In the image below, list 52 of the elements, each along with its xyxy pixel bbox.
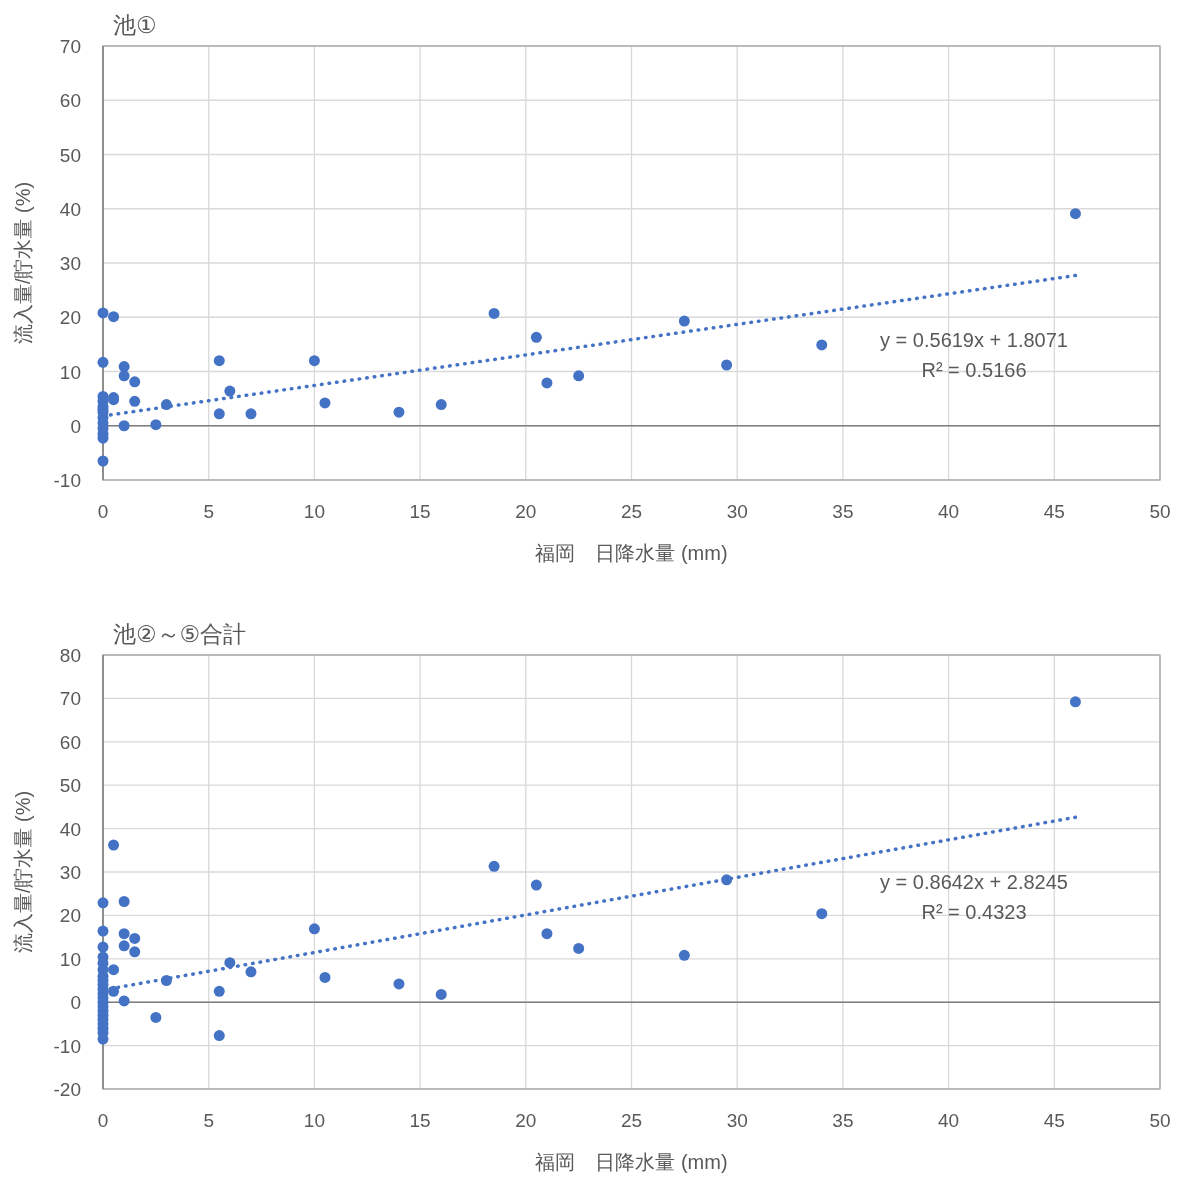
x-tick-label: 10: [303, 501, 325, 522]
x-tick-label: 25: [620, 1110, 643, 1131]
y-tick-label: 20: [59, 905, 81, 927]
annotation: R² = 0.4323: [921, 901, 1027, 923]
x-tick-label: 40: [938, 501, 960, 522]
x-tick-label: 15: [409, 501, 431, 522]
x-tick-label: 30: [726, 1110, 748, 1131]
y-tick-label: 20: [59, 307, 81, 329]
x-tick-label: 25: [620, 501, 643, 522]
x-tick-label: 10: [303, 1110, 325, 1131]
y-tick-label: 30: [59, 253, 81, 274]
x-tick-label: 20: [515, 1110, 537, 1131]
x-tick-label: 40: [938, 1110, 960, 1131]
chart-title: 池①: [113, 12, 157, 38]
x-tick-label: 0: [97, 501, 109, 522]
annotation: R² = 0.5166: [921, 359, 1027, 381]
y-tick-label: 10: [59, 948, 81, 970]
x-tick-label: 50: [1149, 501, 1171, 522]
x-tick-label: 15: [409, 1110, 431, 1131]
y-tick-label: 30: [59, 862, 81, 883]
x-tick-label: 45: [1043, 501, 1065, 522]
y-tick-label: 70: [59, 36, 81, 57]
x-tick-label: 35: [832, 501, 854, 522]
x-tick-label: 5: [203, 501, 214, 522]
y-axis-title: 流入量/貯水量 (%): [12, 181, 34, 345]
y-tick-label: -10: [53, 470, 81, 491]
y-tick-label: -20: [53, 1079, 81, 1100]
y-tick-label: 40: [59, 818, 81, 840]
x-tick-label: 50: [1149, 1110, 1171, 1131]
y-tick-label: 0: [70, 415, 81, 437]
y-tick-label: 10: [59, 361, 81, 383]
y-tick-label: 80: [59, 645, 81, 666]
y-tick-label: 40: [59, 198, 81, 220]
y-tick-label: -10: [53, 1035, 81, 1057]
x-tick-label: 45: [1043, 1110, 1065, 1131]
annotation: y = 0.5619x + 1.8071: [880, 329, 1068, 351]
x-axis-title: 福岡 日降水量 (mm): [535, 1151, 728, 1173]
y-tick-label: 50: [59, 144, 81, 166]
chart-title: 池②～⑤合計: [113, 621, 247, 647]
x-tick-label: 20: [515, 501, 537, 522]
x-tick-label: 5: [203, 1110, 214, 1131]
x-tick-label: 30: [726, 501, 748, 522]
y-tick-label: 50: [59, 775, 81, 797]
y-tick-label: 70: [59, 688, 81, 710]
y-tick-label: 60: [59, 90, 81, 112]
annotation: y = 0.8642x + 2.8245: [880, 871, 1068, 893]
x-axis-title: 福岡 日降水量 (mm): [535, 542, 728, 564]
y-tick-label: 0: [70, 992, 81, 1014]
x-tick-label: 0: [97, 1110, 109, 1131]
y-tick-label: 60: [59, 731, 81, 753]
y-axis-title: 流入量/貯水量 (%): [12, 790, 34, 954]
x-tick-label: 35: [832, 1110, 854, 1131]
